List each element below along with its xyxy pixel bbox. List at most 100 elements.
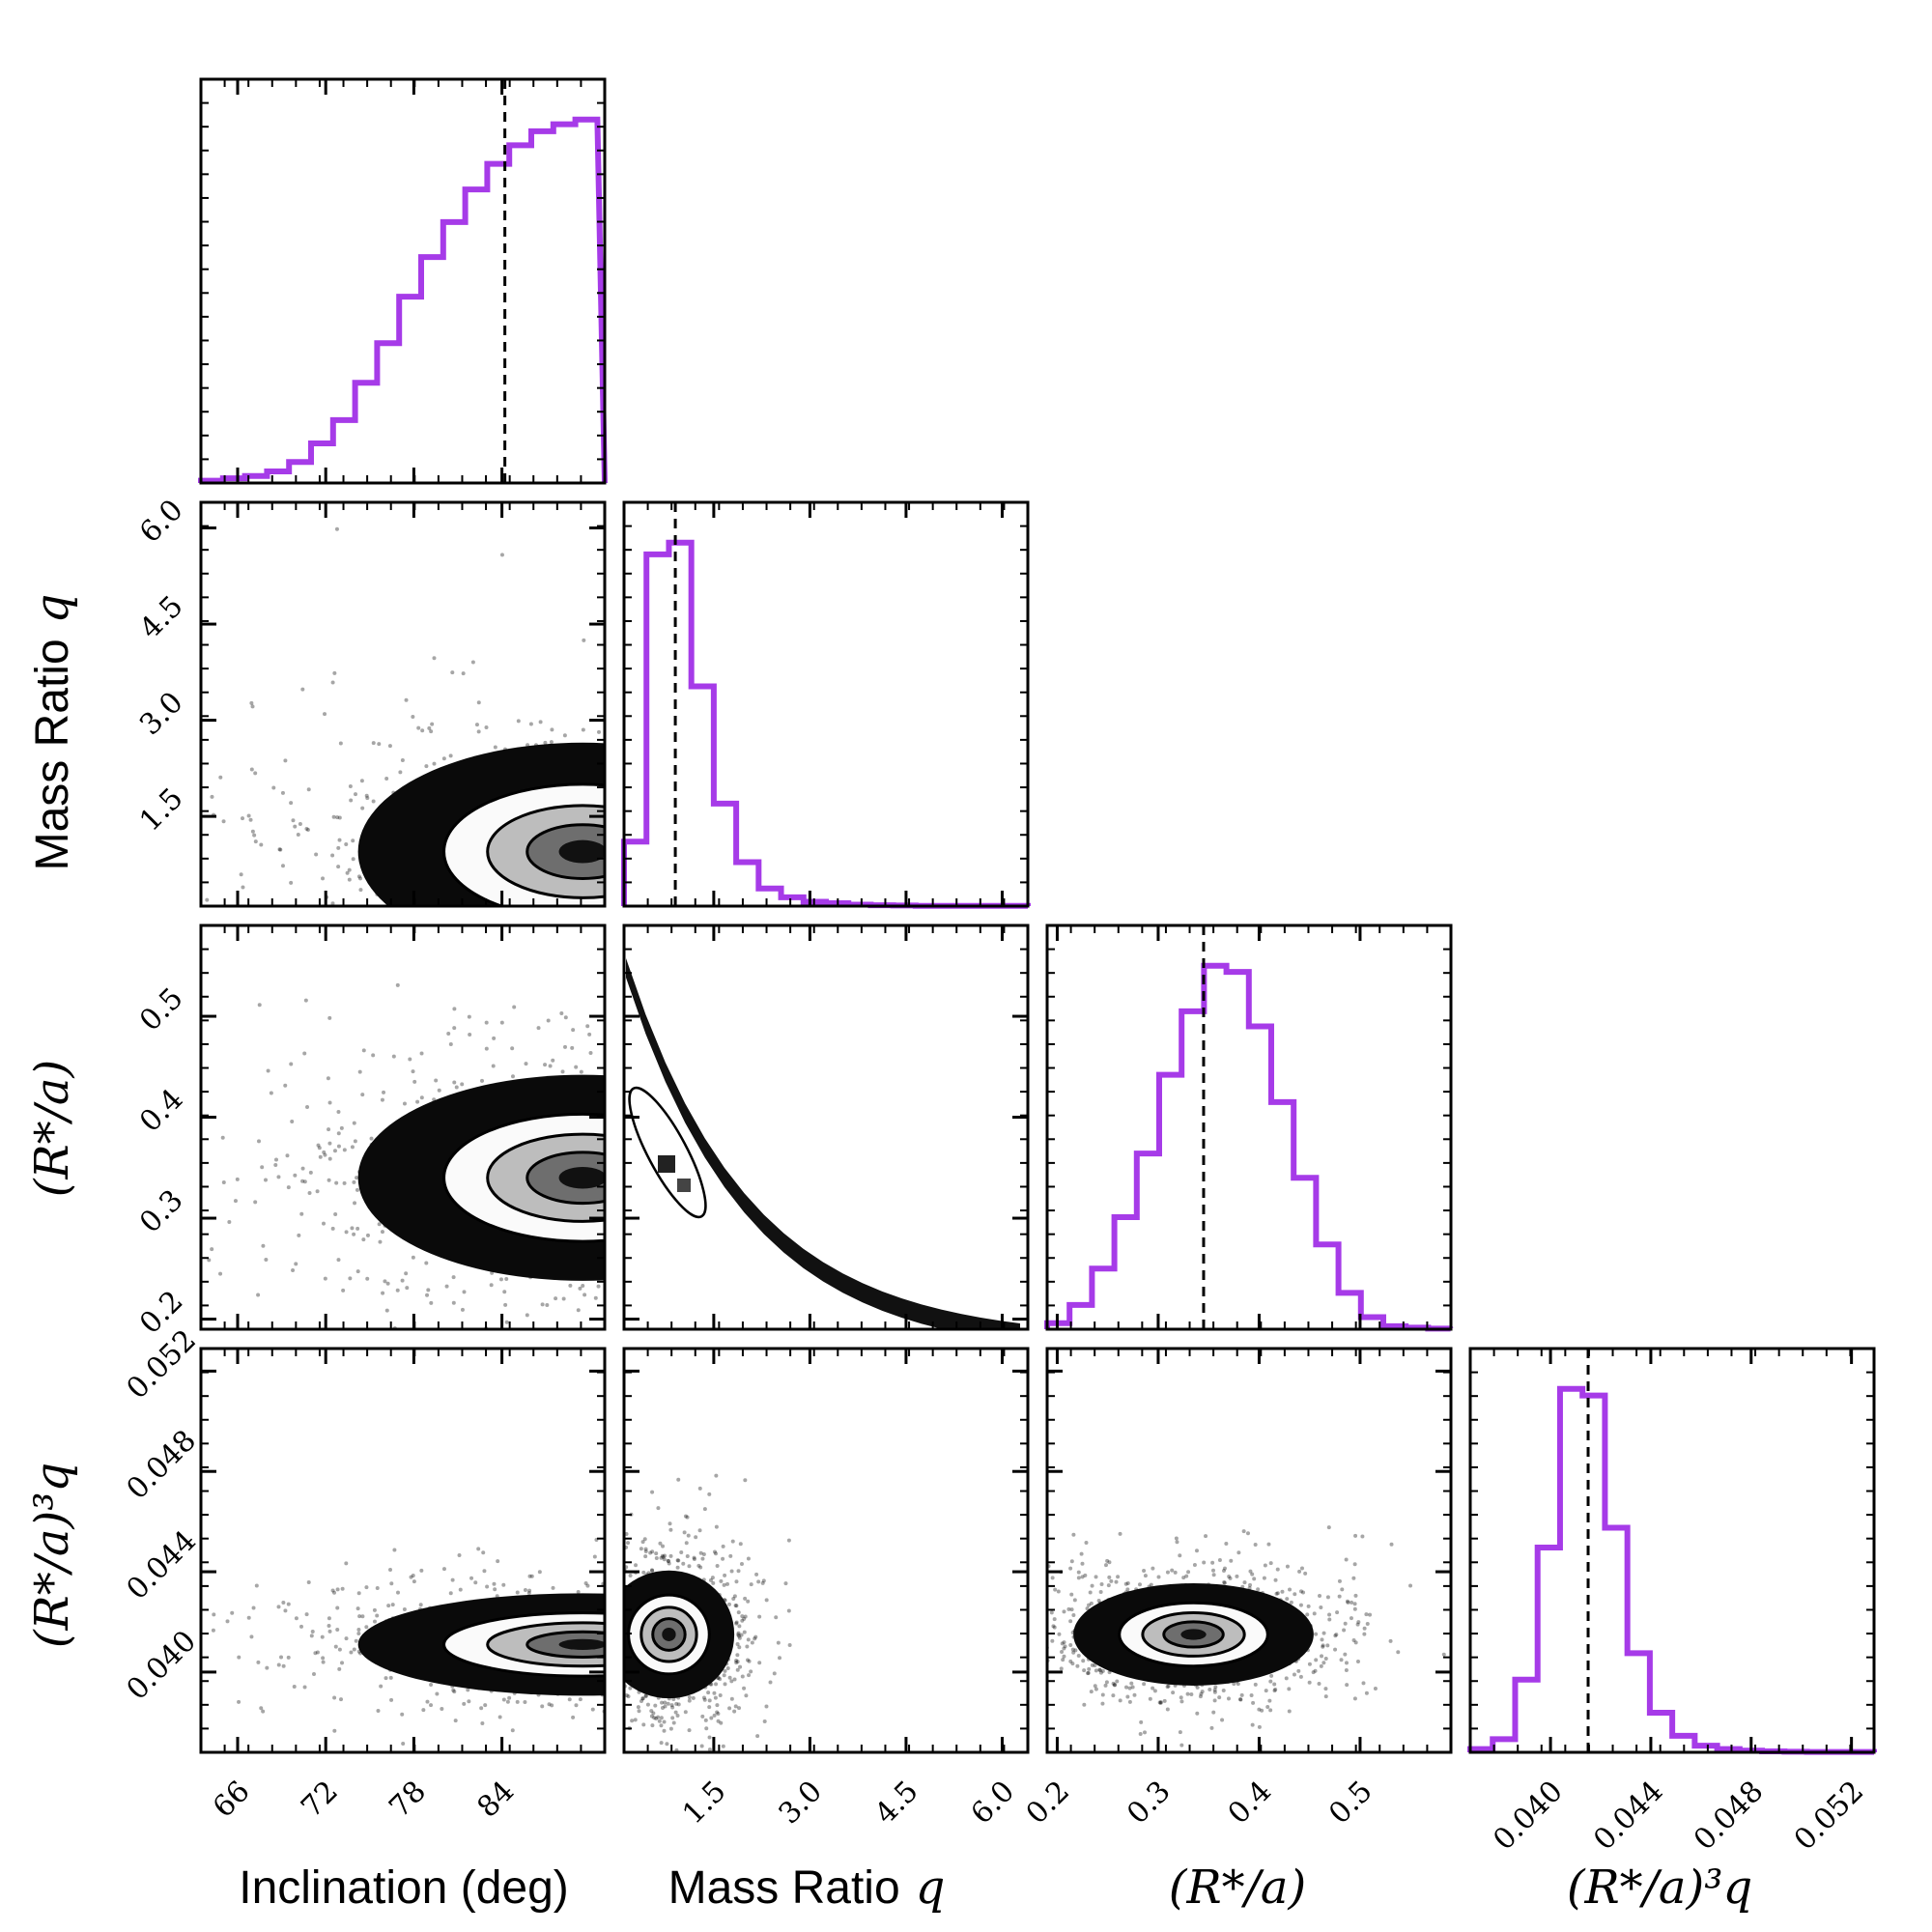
scatter-point (515, 1590, 520, 1595)
scatter-point (1314, 1658, 1319, 1662)
scatter-point (611, 963, 615, 967)
scatter-point (615, 1615, 619, 1619)
scatter-point (1260, 1708, 1264, 1713)
scatter-point (608, 1264, 611, 1268)
scatter-point (614, 842, 618, 846)
scatter-point (492, 1036, 497, 1040)
scatter-point (750, 1640, 754, 1645)
scatter-point (265, 1665, 270, 1670)
scatter-point (1335, 1610, 1340, 1615)
scatter-point (576, 1308, 581, 1313)
scatter-point (1042, 1654, 1046, 1658)
scatter-point (618, 1666, 622, 1670)
scatter-point (361, 1048, 366, 1053)
scatter-point (332, 1149, 337, 1153)
scatter-point (613, 1620, 617, 1624)
scatter-point (641, 1722, 646, 1727)
scatter-point (585, 1024, 590, 1029)
scatter-point (498, 1277, 503, 1282)
scatter-point (753, 1636, 757, 1641)
scatter-point (1321, 1661, 1326, 1665)
scatter-point (225, 1619, 230, 1624)
scatter-point (574, 1065, 579, 1069)
scatter-point (643, 1554, 648, 1559)
scatter-point (757, 1614, 762, 1619)
scatter-point (687, 1698, 692, 1703)
scatter-point (512, 1005, 517, 1009)
scatter-point (1337, 1578, 1342, 1583)
scatter-point (614, 1676, 618, 1680)
scatter-point (582, 638, 586, 642)
scatter-point (435, 1691, 440, 1696)
panels-group: 66 72 78 84 1.5 3.0 4.5 6.00.2 0.3 0.4 0.5 0.040 0.0… (121, 77, 1877, 1857)
scatter-point (388, 1567, 393, 1572)
panel-frame (622, 500, 1030, 908)
scatter-point (1195, 1711, 1200, 1716)
scatter-point (606, 1647, 610, 1651)
scatter-point (636, 1705, 640, 1710)
scatter-point (697, 1486, 702, 1491)
scatter-point (1319, 1605, 1323, 1610)
scatter-point (1275, 1567, 1280, 1572)
scatter-point (1355, 1660, 1360, 1664)
scatter-point (786, 1608, 791, 1613)
scatter-point (618, 786, 622, 790)
scatter-point (585, 1583, 590, 1588)
scatter-point (682, 1530, 687, 1535)
scatter-point (221, 1179, 226, 1184)
scatter-point (1298, 1589, 1303, 1594)
scatter-point (684, 1541, 689, 1546)
scatter-point (307, 1191, 312, 1196)
scatter-point (1173, 1570, 1178, 1575)
scatter-point (1222, 1566, 1227, 1571)
scatter-point (501, 1697, 506, 1702)
scatter-point (619, 1647, 623, 1651)
scatter-point (1087, 1666, 1092, 1671)
scatter-point (345, 870, 350, 875)
scatter-point (739, 1562, 744, 1567)
scatter-point (469, 1576, 474, 1580)
scatter-point (611, 1654, 615, 1658)
scatter-point (1212, 1688, 1217, 1692)
scatter-point (579, 1069, 583, 1074)
scatter-point (729, 1696, 734, 1701)
scatter-point (611, 793, 615, 797)
scatter-point (610, 1184, 613, 1188)
scatter-point (615, 1586, 619, 1590)
scatter-point (704, 1726, 709, 1731)
scatter-point (321, 1660, 326, 1664)
scatter-point (381, 1291, 385, 1295)
scatter-point (1107, 1575, 1112, 1579)
scatter-point (371, 1053, 376, 1058)
scatter-point (220, 1135, 225, 1140)
scatter-point (256, 1660, 261, 1664)
scatter-point (1086, 1671, 1091, 1676)
scatter-point (1343, 1621, 1348, 1626)
scatter-point (746, 921, 750, 924)
scatter-point (654, 1551, 659, 1556)
scatter-point (1068, 1566, 1073, 1571)
scatter-point (728, 1553, 733, 1558)
scatter-point (1323, 1694, 1328, 1699)
scatter-point (736, 1631, 741, 1635)
scatter-point (614, 824, 618, 828)
scatter-point (1313, 1668, 1318, 1673)
scatter-point (349, 1650, 354, 1655)
scatter-point (322, 1150, 327, 1154)
panel-frame (199, 923, 607, 1331)
scatter-point (637, 1709, 641, 1714)
density-cell (658, 1155, 675, 1173)
scatter-point (744, 1693, 749, 1698)
scatter-point (742, 1630, 747, 1634)
scatter-point (543, 740, 548, 745)
scatter-point (251, 1605, 256, 1610)
scatter-point (276, 1605, 281, 1609)
scatter-point (721, 1544, 725, 1548)
scatter-point (1368, 1612, 1373, 1617)
scatter-point (749, 1582, 753, 1587)
scatter-point (257, 1003, 262, 1008)
scatter-point (523, 1700, 527, 1705)
scatter-point (610, 1595, 613, 1599)
scatter-point (614, 1662, 618, 1665)
scatter-point (1130, 1685, 1135, 1690)
